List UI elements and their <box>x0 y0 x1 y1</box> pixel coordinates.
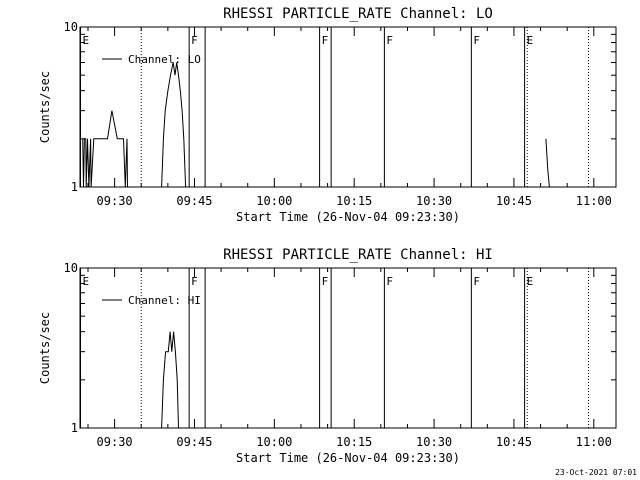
x-tick-label: 10:30 <box>416 194 452 208</box>
x-tick-label: 10:45 <box>496 194 532 208</box>
y-axis-label: Counts/sec <box>38 71 52 143</box>
flag-label: F <box>191 275 198 288</box>
series-spike <box>545 138 550 188</box>
x-tick-label: 09:45 <box>176 194 212 208</box>
x-tick-label: 10:30 <box>416 435 452 449</box>
flag-label: E <box>527 275 534 288</box>
flag-label: E <box>83 34 90 47</box>
chart-panel-1: RHESSI PARTICLE_RATE Channel: LO Counts/s… <box>38 6 617 224</box>
y-tick-label: 10 <box>64 20 78 34</box>
legend-entry: Channel: LO <box>128 53 201 66</box>
chart-panels: RHESSI PARTICLE_RATE Channel: LO Counts/s… <box>38 6 617 465</box>
x-tick-label: 09:30 <box>97 435 133 449</box>
chart-panel-2: RHESSI PARTICLE_RATE Channel: HI Counts/s… <box>38 247 617 465</box>
chart-title: RHESSI PARTICLE_RATE Channel: HI <box>223 247 493 263</box>
flag-label: E <box>83 275 90 288</box>
flag-label: F <box>322 275 329 288</box>
flag-label: F <box>473 34 480 47</box>
x-tick-label: 09:45 <box>176 435 212 449</box>
flag-label: F <box>386 34 393 47</box>
series-line <box>161 331 179 429</box>
x-tick-label: 10:15 <box>336 435 372 449</box>
y-tick-label: 1 <box>71 421 78 435</box>
series-line <box>82 62 187 188</box>
flag-label: F <box>191 34 198 47</box>
flag-label: F <box>322 34 329 47</box>
flag-label: E <box>527 34 534 47</box>
x-tick-label: 11:00 <box>576 194 612 208</box>
flag-label: F <box>473 275 480 288</box>
x-axis-label: Start Time (26-Nov-04 09:23:30) <box>236 210 460 224</box>
x-tick-label: 10:00 <box>256 435 292 449</box>
y-tick-label: 10 <box>64 261 78 275</box>
x-tick-label: 09:30 <box>97 194 133 208</box>
x-tick-label: 10:15 <box>336 194 372 208</box>
legend-entry: Channel: HI <box>128 294 201 307</box>
y-axis-label: Counts/sec <box>38 312 52 384</box>
x-tick-label: 11:00 <box>576 435 612 449</box>
chart-title: RHESSI PARTICLE_RATE Channel: LO <box>223 6 493 22</box>
x-axis-label: Start Time (26-Nov-04 09:23:30) <box>236 451 460 465</box>
flag-label: F <box>386 275 393 288</box>
x-tick-label: 10:00 <box>256 194 292 208</box>
y-tick-label: 1 <box>71 180 78 194</box>
x-tick-label: 10:45 <box>496 435 532 449</box>
timestamp-label: 23-Oct-2021 07:01 <box>555 468 637 477</box>
